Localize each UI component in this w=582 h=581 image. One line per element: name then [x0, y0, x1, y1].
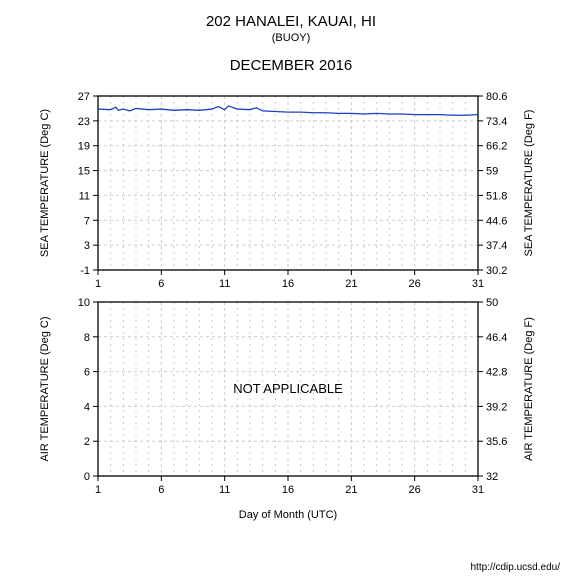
ytick-left-label: 0: [84, 471, 90, 483]
title-period: DECEMBER 2016: [230, 57, 353, 74]
ylabel-left: SEA TEMPERATURE (Deg C): [39, 109, 51, 257]
xtick-label: 6: [158, 278, 164, 290]
xtick-label: 6: [158, 484, 164, 496]
ytick-left-label: 2: [84, 436, 90, 448]
ytick-right-label: 50: [486, 297, 498, 309]
ytick-right-label: 46.4: [486, 332, 507, 344]
ytick-left-label: 8: [84, 332, 90, 344]
ytick-left-label: 27: [78, 91, 90, 103]
xtick-label: 31: [472, 278, 484, 290]
ylabel-left: AIR TEMPERATURE (Deg C): [39, 316, 51, 461]
ylabel-right: SEA TEMPERATURE (Deg F): [523, 110, 535, 257]
chart-container: { "header": { "title": "202 HANALEI, KAU…: [0, 0, 582, 581]
xtick-label: 16: [282, 484, 294, 496]
xtick-label: 31: [472, 484, 484, 496]
ytick-left-label: 15: [78, 166, 90, 178]
ytick-left-label: 19: [78, 141, 90, 153]
xtick-label: 11: [219, 484, 230, 496]
ytick-right-label: 51.8: [486, 190, 507, 202]
ytick-left-label: 23: [78, 116, 90, 128]
ytick-right-label: 30.2: [486, 265, 507, 277]
ytick-left-label: -1: [80, 265, 90, 277]
ytick-right-label: 73.4: [486, 116, 507, 128]
title-main: 202 HANALEI, KAUAI, HI: [206, 13, 376, 30]
xtick-label: 1: [95, 278, 101, 290]
ytick-right-label: 32: [486, 471, 498, 483]
ytick-left-label: 4: [84, 401, 90, 413]
ytick-right-label: 35.6: [486, 436, 507, 448]
xtick-label: 16: [282, 278, 294, 290]
ytick-left-label: 3: [84, 240, 90, 252]
ytick-right-label: 44.6: [486, 215, 507, 227]
ytick-right-label: 66.2: [486, 141, 507, 153]
ytick-right-label: 42.8: [486, 367, 507, 379]
title-subtitle: (BUOY): [272, 32, 311, 44]
xtick-label: 1: [95, 484, 101, 496]
xtick-label: 21: [345, 278, 357, 290]
xtick-label: 11: [219, 278, 230, 290]
chart-svg: 202 HANALEI, KAUAI, HI (BUOY) DECEMBER 201…: [0, 0, 582, 581]
ytick-left-label: 7: [84, 215, 90, 227]
xtick-label: 26: [409, 484, 421, 496]
ytick-right-label: 80.6: [486, 91, 507, 103]
not-applicable-text: NOT APPLICABLE: [233, 381, 343, 396]
ylabel-right: AIR TEMPERATURE (Deg F): [523, 317, 535, 461]
ytick-left-label: 11: [79, 190, 90, 202]
footer-url: http://cdip.ucsd.edu/: [470, 562, 560, 573]
xtick-label: 21: [345, 484, 357, 496]
ytick-right-label: 39.2: [486, 401, 507, 413]
ytick-right-label: 59: [486, 166, 498, 178]
ytick-left-label: 6: [84, 367, 90, 379]
ytick-right-label: 37.4: [486, 240, 507, 252]
xtick-label: 26: [409, 278, 421, 290]
xaxis-label: Day of Month (UTC): [239, 509, 337, 521]
ytick-left-label: 10: [78, 297, 90, 309]
